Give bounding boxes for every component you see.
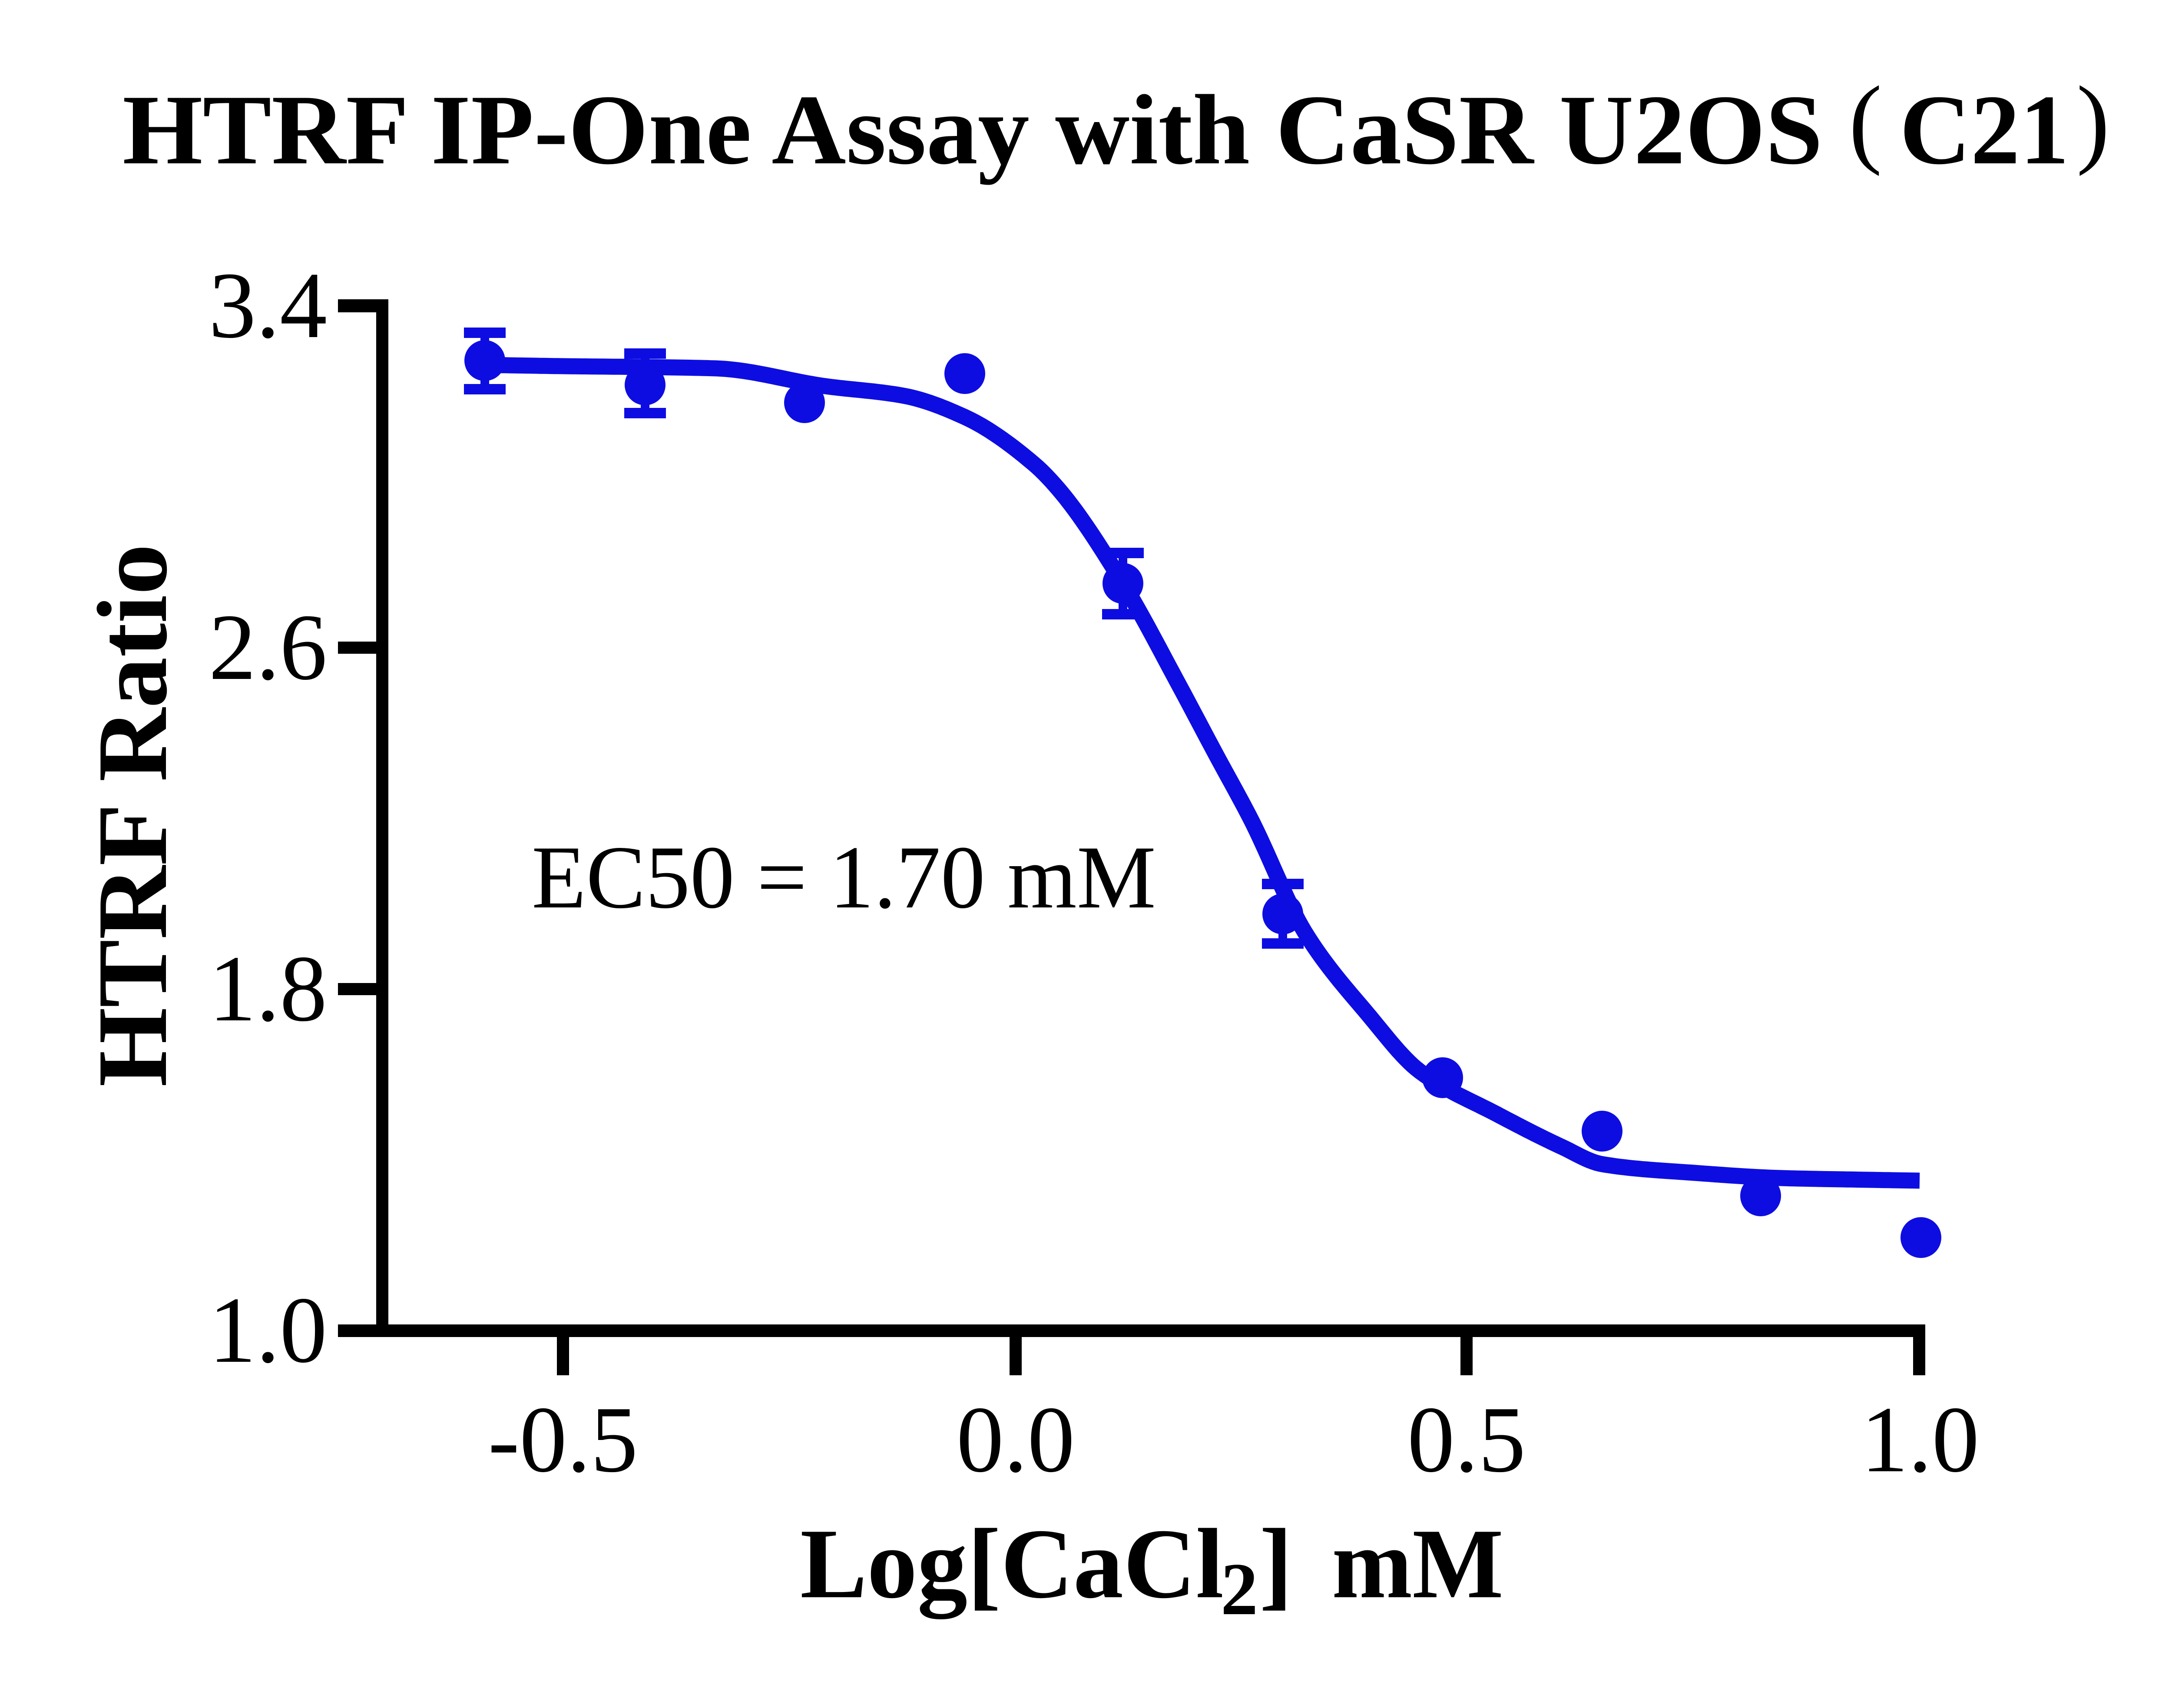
svg-text:(: ( <box>1849 66 1882 176</box>
svg-text:]: ] <box>1259 1508 1293 1619</box>
svg-text:1.0: 1.0 <box>1861 1387 1980 1492</box>
svg-text:mM: mM <box>1332 1508 1503 1619</box>
svg-text:2.6: 2.6 <box>209 595 328 700</box>
svg-text:3.4: 3.4 <box>209 253 328 358</box>
svg-text:0.0: 0.0 <box>957 1387 1075 1492</box>
svg-text:HTRF Ratio: HTRF Ratio <box>77 544 188 1087</box>
svg-text:HTRF IP-One Assay with CaSR U2: HTRF IP-One Assay with CaSR U2OS <box>123 74 1823 185</box>
svg-text:-0.5: -0.5 <box>488 1387 638 1492</box>
svg-text:1.0: 1.0 <box>209 1278 328 1383</box>
svg-text:0.5: 0.5 <box>1407 1387 1526 1492</box>
svg-text:): ) <box>2076 66 2110 176</box>
svg-text:EC50 = 1.70 mM: EC50 = 1.70 mM <box>532 828 1156 927</box>
svg-text:C21: C21 <box>1900 74 2069 185</box>
svg-text:Log[CaCl: Log[CaCl <box>800 1508 1224 1619</box>
svg-text:1.8: 1.8 <box>209 937 328 1041</box>
svg-text:2: 2 <box>1221 1548 1258 1631</box>
